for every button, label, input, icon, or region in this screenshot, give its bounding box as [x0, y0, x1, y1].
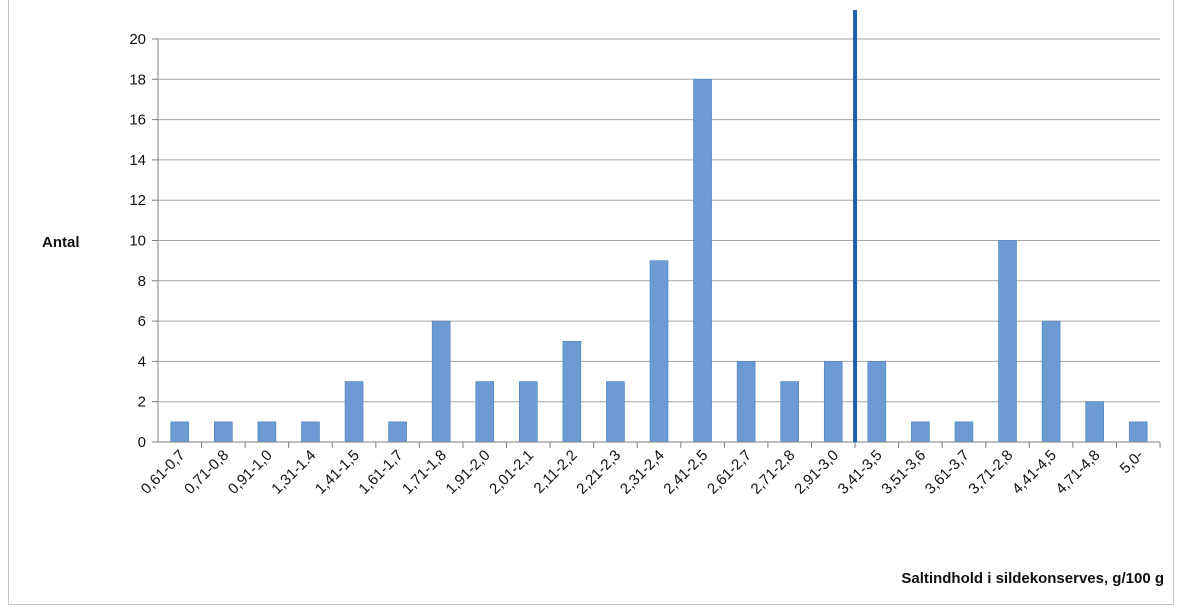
bar — [693, 79, 712, 443]
y-tick-label: 4 — [138, 353, 146, 370]
x-tick-label: 3,61-3,7 — [922, 447, 973, 498]
bar — [257, 421, 277, 443]
bar — [998, 240, 1017, 443]
x-tick-label: 3,41-3,5 — [835, 447, 886, 498]
x-tick-label: 0,71-0,8 — [181, 447, 232, 498]
x-tick-label: 3,51-3,6 — [878, 447, 929, 498]
bar — [823, 361, 843, 443]
x-tick-label: 1,61-1,7 — [355, 447, 406, 498]
x-tick-label: 4,41-4,5 — [1009, 447, 1060, 498]
bar — [954, 421, 974, 443]
x-axis-title: Saltindhold i sildekonserves, g/100 g — [901, 570, 1164, 587]
x-tick-label: 5,0- — [1117, 447, 1147, 477]
x-tick-label: 3,71-2,8 — [965, 447, 1016, 498]
y-tick-label: 0 — [138, 434, 146, 451]
bar — [606, 381, 625, 443]
x-tick-label: 2,21-2,3 — [573, 447, 624, 498]
y-tick-label: 12 — [129, 192, 146, 209]
bar — [736, 361, 756, 443]
x-tick-label: 2,31-2,4 — [617, 447, 668, 498]
bar — [1041, 320, 1061, 443]
bar — [911, 421, 930, 443]
y-tick-label: 18 — [129, 71, 146, 88]
x-tick-label: 1,31-1.4 — [268, 447, 319, 498]
bar — [301, 421, 320, 443]
chart-frame — [8, 0, 1174, 605]
bar — [1085, 401, 1104, 443]
bar — [649, 260, 669, 443]
y-tick-label: 14 — [129, 152, 146, 169]
x-tick-label: 1,41-1,5 — [312, 447, 363, 498]
x-tick-label: 2,41-2,5 — [660, 447, 711, 498]
bar — [431, 320, 451, 443]
y-tick-label: 8 — [138, 273, 146, 290]
axes — [152, 10, 1161, 448]
bar — [780, 381, 799, 443]
bar — [867, 361, 887, 443]
bar — [519, 381, 538, 443]
x-tick-label: 2,01-2,1 — [486, 447, 537, 498]
bar — [344, 381, 364, 443]
bar — [562, 340, 582, 443]
y-tick-label: 16 — [129, 112, 146, 129]
x-tick-label: 2,91-3,0 — [791, 447, 842, 498]
x-tick-label: 2,11-2,2 — [531, 447, 581, 497]
tick-labels: 0 2 4 6 8 10 12 14 16 18 20 0,61-0,70,71-0,80,91-1,… — [129, 31, 1147, 498]
y-tick-label: 2 — [138, 394, 146, 411]
y-axis-title: Antal — [42, 234, 80, 251]
x-tick-label: 2,61-2,7 — [704, 447, 755, 498]
y-tick-label: 10 — [129, 233, 146, 250]
bar — [388, 421, 407, 443]
bar — [475, 381, 495, 443]
x-tick-label: 1,71-1,8 — [399, 447, 450, 498]
x-tick-label: 0,91-1,0 — [225, 447, 276, 498]
bar — [1128, 421, 1148, 443]
bar — [214, 421, 233, 443]
y-tick-label: 20 — [129, 31, 146, 48]
x-tick-label: 0,61-0,7 — [138, 447, 189, 498]
bars — [170, 79, 1148, 443]
x-tick-label: 2,71-2,8 — [748, 447, 799, 498]
y-tick-label: 6 — [138, 313, 146, 330]
x-tick-label: 1,91-2,0 — [443, 447, 494, 498]
x-tick-label: 4,71-4,8 — [1053, 447, 1104, 498]
bar — [170, 421, 190, 443]
